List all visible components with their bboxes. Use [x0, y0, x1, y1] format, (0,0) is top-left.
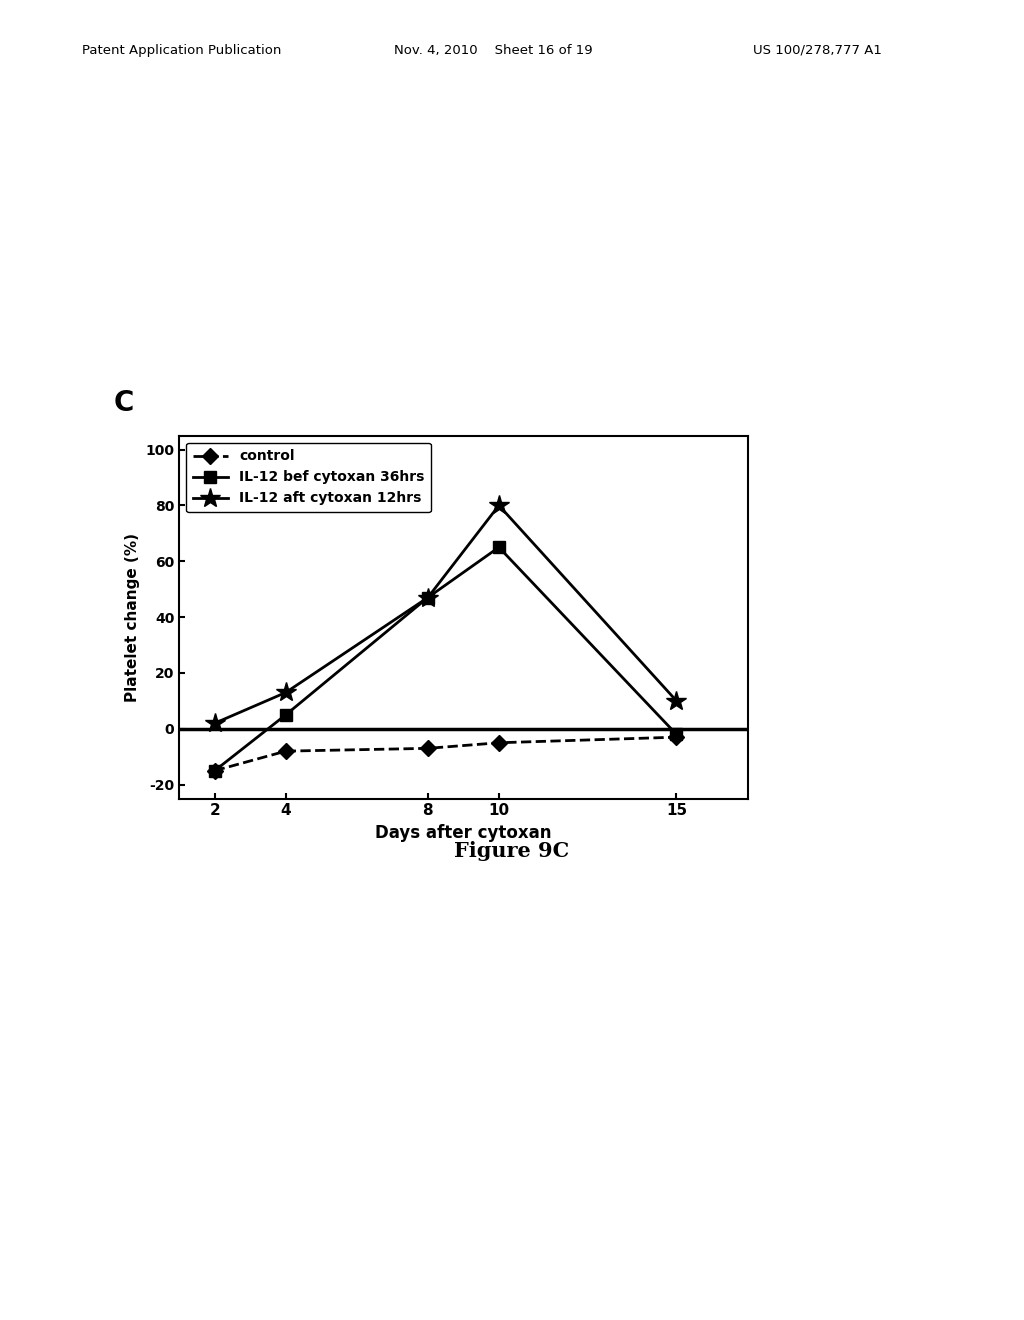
Text: Nov. 4, 2010    Sheet 16 of 19: Nov. 4, 2010 Sheet 16 of 19 — [394, 44, 593, 57]
IL-12 bef cytoxan 36hrs — [280, 708, 292, 723]
Y-axis label: Platelet change (%): Platelet change (%) — [125, 532, 140, 702]
control — [493, 735, 505, 751]
X-axis label: Days after cytoxan: Days after cytoxan — [375, 824, 552, 842]
IL-12 aft cytoxan 12hrs — [209, 715, 221, 731]
Text: US 100/278,777 A1: US 100/278,777 A1 — [753, 44, 882, 57]
IL-12 bef cytoxan 36hrs — [422, 590, 434, 606]
IL-12 aft cytoxan 12hrs — [671, 693, 683, 709]
IL-12 aft cytoxan 12hrs — [493, 498, 505, 513]
Text: Patent Application Publication: Patent Application Publication — [82, 44, 282, 57]
Line: control: control — [209, 731, 682, 776]
Text: Figure 9C: Figure 9C — [455, 841, 569, 862]
control — [280, 743, 292, 759]
control — [422, 741, 434, 756]
IL-12 aft cytoxan 12hrs — [280, 685, 292, 701]
Legend: control, IL-12 bef cytoxan 36hrs, IL-12 aft cytoxan 12hrs: control, IL-12 bef cytoxan 36hrs, IL-12 … — [186, 442, 431, 512]
IL-12 bef cytoxan 36hrs — [493, 540, 505, 556]
control — [671, 729, 683, 744]
IL-12 aft cytoxan 12hrs — [422, 590, 434, 606]
control — [209, 763, 221, 779]
IL-12 bef cytoxan 36hrs — [671, 726, 683, 742]
Line: IL-12 bef cytoxan 36hrs: IL-12 bef cytoxan 36hrs — [209, 541, 683, 777]
IL-12 bef cytoxan 36hrs — [209, 763, 221, 779]
Text: C: C — [114, 389, 134, 417]
Line: IL-12 aft cytoxan 12hrs: IL-12 aft cytoxan 12hrs — [205, 495, 687, 734]
